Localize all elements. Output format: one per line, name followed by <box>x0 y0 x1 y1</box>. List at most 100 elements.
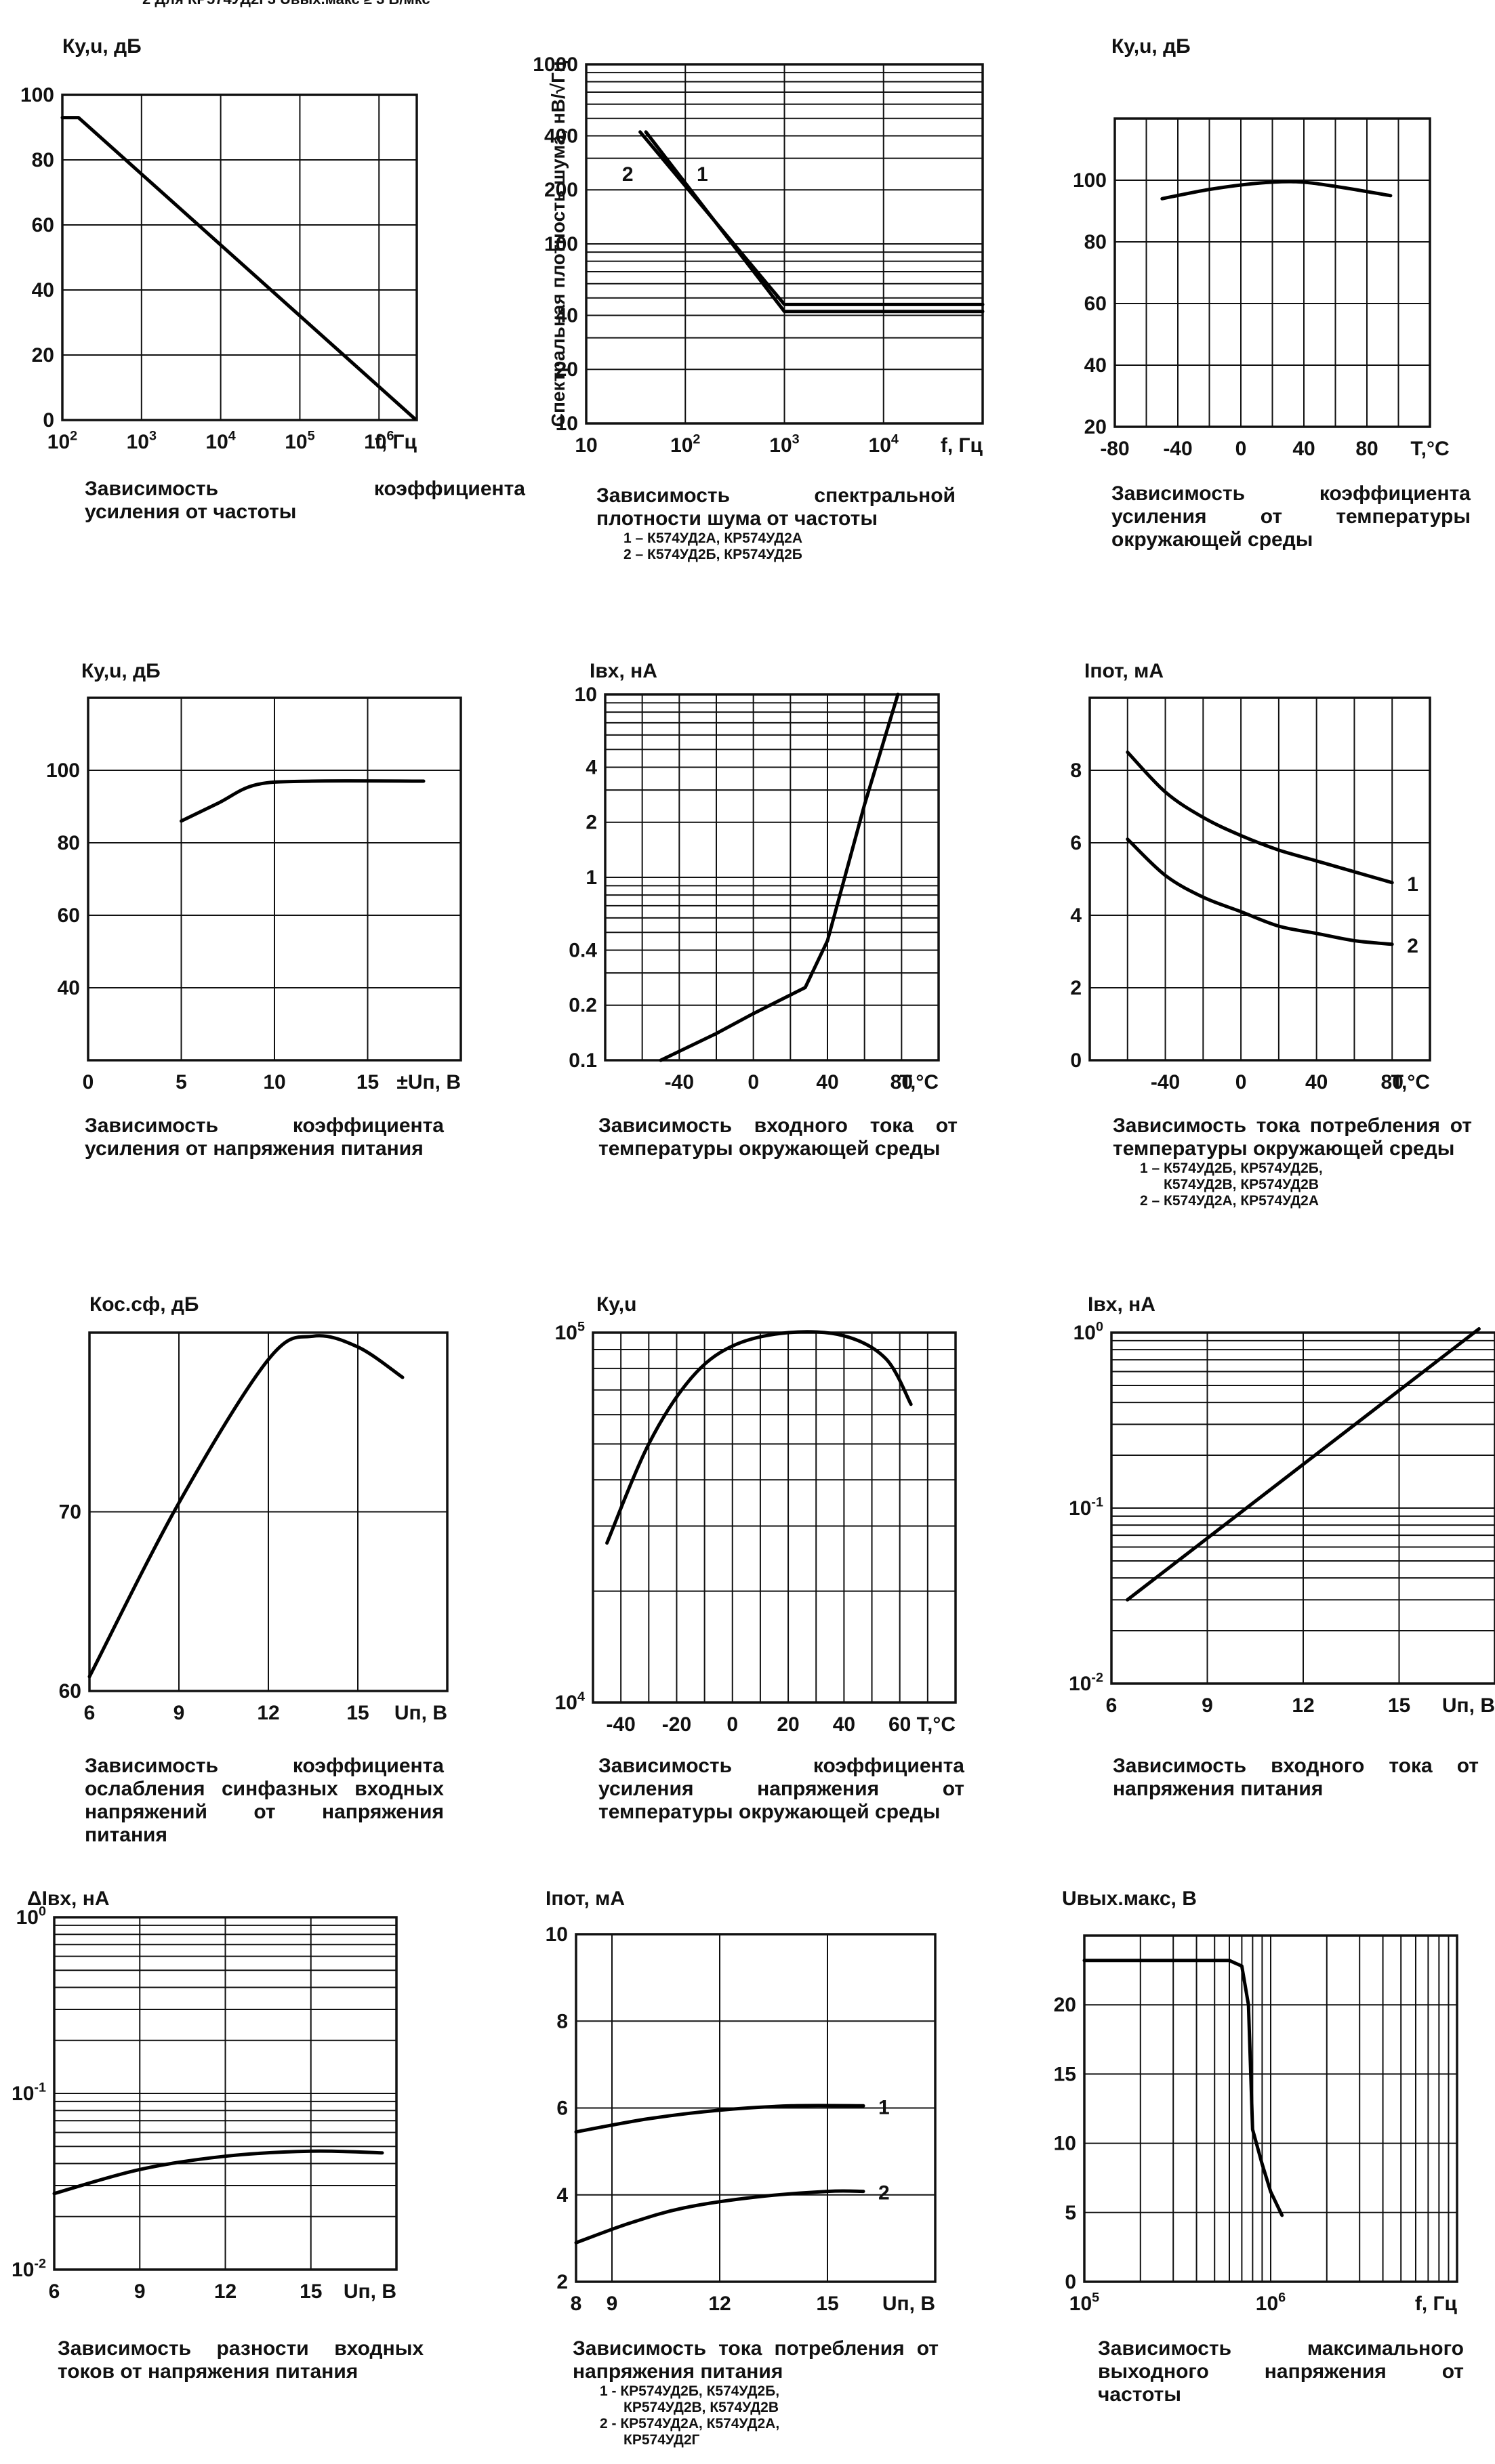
x-tick-label: 40 <box>1292 438 1315 460</box>
series-line-1 <box>1126 1327 1481 1602</box>
y-axis-label: Ку,u, дБ <box>1111 35 1191 58</box>
x-tick-label: -40 <box>665 1071 694 1093</box>
x-tick-label: 103 <box>769 432 799 457</box>
series-line-1 <box>52 2149 384 2196</box>
y-tick-label: 4 <box>586 756 597 778</box>
caption-line: Зависимость тока потребления от <box>1113 1114 1472 1137</box>
caption-line: питания <box>85 1824 168 1846</box>
caption-line: выходного напряжения от <box>1098 2360 1464 2383</box>
y-tick-label: 40 <box>1084 354 1107 377</box>
x-tick-label: 6 <box>84 1702 96 1724</box>
caption-line: температуры окружающей среды <box>598 1137 941 1160</box>
y-tick-label: 80 <box>1084 231 1107 253</box>
chart-caption-7: Зависимость коэффициента ослабления синфа… <box>85 1755 444 1847</box>
series-label-2: 2 <box>622 163 634 186</box>
y-tick-label: 0.2 <box>569 995 597 1017</box>
y-axis-label: Iвх, нА <box>590 660 657 682</box>
caption-note: 1 - КР574УД2Б, К574УД2Б, <box>600 2383 780 2399</box>
chart-9: 10-2 10-1 100 6 9 12 15 Uп, В Iвх, нА <box>1069 1293 1495 1717</box>
x-axis-label: Uп, В <box>344 2280 396 2303</box>
y-tick-label: 0.1 <box>569 1049 597 1072</box>
y-tick-label: 80 <box>32 149 54 171</box>
caption-line: усиления от частоты <box>85 501 297 523</box>
caption-note: 1 – К574УД2Б, КР574УД2Б, <box>1140 1161 1323 1176</box>
caption-note: КР574УД2В, К574УД2В <box>600 2400 779 2415</box>
x-tick-label: -80 <box>1100 438 1129 460</box>
plot-frame <box>592 1331 957 1704</box>
x-tick-label: 9 <box>1202 1694 1213 1717</box>
chart-caption-4: Зависимость коэффициента усиления от напр… <box>85 1114 444 1161</box>
x-tick-label: 0 <box>1235 438 1247 460</box>
y-tick-label: 0 <box>43 409 54 432</box>
caption-line: частоты <box>1098 2383 1181 2406</box>
x-tick-label: 104 <box>205 428 235 453</box>
x-tick-label: 106 <box>1256 2290 1286 2315</box>
y-axis-label: Iвх, нА <box>1088 1293 1155 1316</box>
caption-line: плотности шума от частоты <box>596 507 878 530</box>
x-axis-label: f, Гц <box>1415 2293 1458 2315</box>
caption-line: токов от напряжения питания <box>58 2360 359 2383</box>
chart-8: 104 105 -40 -20 0 20 40 60 Т,°С Ку,u <box>555 1293 957 1736</box>
caption-line: усиления напряжения от <box>598 1778 964 1800</box>
chart-4: 40 60 80 100 0 5 10 15 ±Uп, В Ку,u, дБ <box>46 660 462 1093</box>
y-tick-label: 1000 <box>533 54 578 76</box>
series-line-1 <box>60 116 416 421</box>
top-note: 2 Для КР574УД2Г3 Uвых.макс ≥ 3 В/мкс <box>142 0 430 8</box>
plot-frame <box>575 1933 937 2283</box>
x-tick-label: Т,°С <box>1410 438 1449 460</box>
plot-frame <box>61 93 418 421</box>
y-tick-label: 0 <box>1065 2271 1076 2293</box>
series-line-1 <box>1160 180 1393 201</box>
x-tick-label: 0 <box>83 1071 94 1093</box>
y-tick-label: 20 <box>1084 416 1107 438</box>
plot-frame <box>53 1916 398 2271</box>
y-tick-label: 6 <box>1070 832 1082 854</box>
chart-10: 10-2 10-1 100 6 9 12 15 Uп, В ΔIвх, нА <box>12 1887 398 2303</box>
plot-frame <box>1088 696 1431 1062</box>
caption-line: Зависимость входного тока от <box>1113 1755 1479 1777</box>
x-tick-label: 15 <box>356 1071 379 1093</box>
x-tick-label: 15 <box>346 1702 369 1724</box>
x-tick-label: 10 <box>263 1071 285 1093</box>
x-tick-label: 9 <box>173 1702 185 1724</box>
y-tick-label: 1 <box>586 866 597 889</box>
x-tick-label: 105 <box>1069 2290 1099 2315</box>
x-axis-label: Т,°С <box>900 1071 939 1093</box>
y-tick-label: 40 <box>556 304 578 327</box>
x-axis-label: Uп, В <box>394 1702 447 1724</box>
x-tick-label: 12 <box>1292 1694 1314 1717</box>
y-axis-label: ΔIвх, нА <box>27 1887 109 1910</box>
plot-frame <box>585 63 984 425</box>
caption-note: КР574УД2Г <box>600 2432 700 2448</box>
plot-frame <box>1113 117 1431 428</box>
x-tick-label: 102 <box>670 432 700 457</box>
x-tick-label: 12 <box>708 2293 731 2315</box>
caption-note: 1 – К574УД2А, КР574УД2А <box>623 530 803 546</box>
plot-frame <box>1110 1331 1495 1685</box>
y-tick-label: 10-2 <box>1069 1670 1103 1695</box>
x-tick-label: 60 <box>888 1713 911 1736</box>
y-tick-label: 60 <box>32 214 54 236</box>
y-axis-label: Кос.сф, дБ <box>89 1293 199 1316</box>
chart-7: 60 70 6 9 12 15 Uп, В Кос.сф, дБ <box>59 1293 449 1724</box>
caption-line: напряжений от напряжения <box>85 1801 444 1823</box>
y-tick-label: 20 <box>556 358 578 381</box>
y-axis-label: Uвых.макс, В <box>1062 1887 1197 1910</box>
x-tick-label: 20 <box>777 1713 799 1736</box>
y-tick-label: 10 <box>556 413 578 435</box>
chart-12: 0 5 10 15 20 105 106 f, Гц Uвых.макс, В <box>1054 1887 1458 2315</box>
x-axis-label: Uп, В <box>882 2293 935 2315</box>
chart-caption-6: Зависимость тока потребления от температу… <box>1113 1114 1472 1209</box>
caption-line: Зависимость тока потребления от <box>573 2337 939 2360</box>
caption-note: 2 – К574УД2А, КР574УД2А <box>1140 1193 1319 1209</box>
x-tick-label: -40 <box>606 1713 635 1736</box>
x-tick-label: -40 <box>1163 438 1192 460</box>
caption-line: Зависимость входного тока от <box>598 1114 958 1137</box>
caption-line: Зависимость коэффициента <box>85 478 525 500</box>
y-tick-label: 100 <box>544 233 578 255</box>
x-tick-label: 80 <box>1381 1071 1404 1093</box>
y-tick-label: 6 <box>556 2097 568 2120</box>
x-tick-label: 6 <box>49 2280 60 2303</box>
caption-line: Зависимость разности входных <box>58 2337 424 2360</box>
